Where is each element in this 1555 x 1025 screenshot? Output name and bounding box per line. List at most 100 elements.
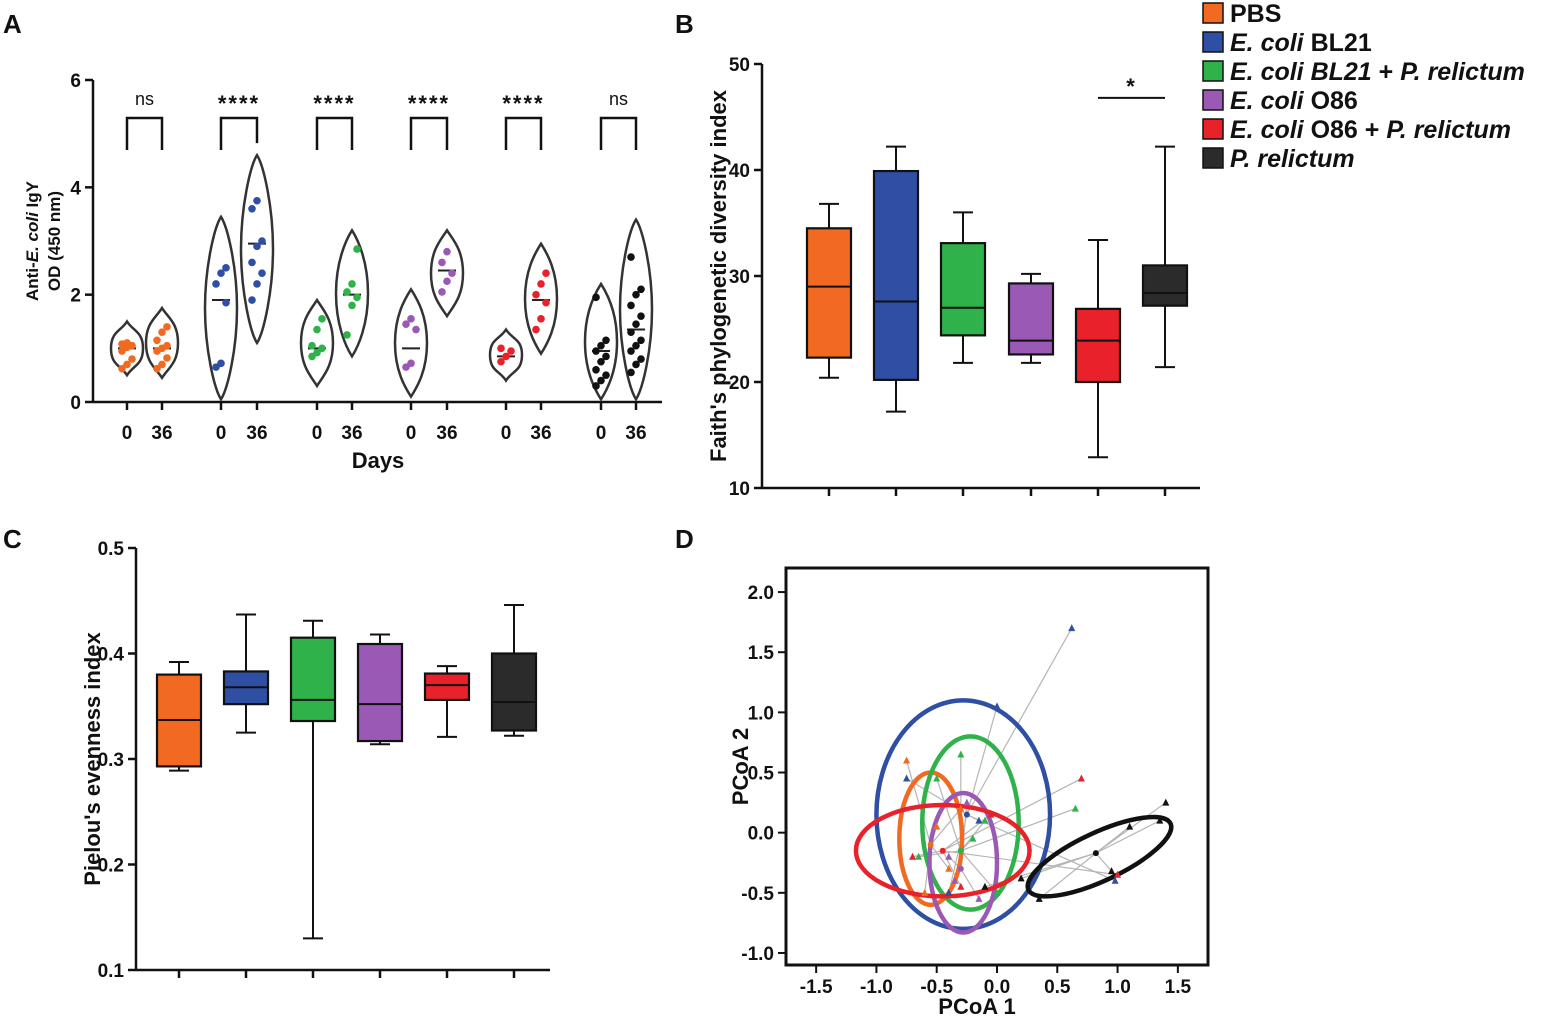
- data-point: [592, 347, 600, 355]
- box-1: [872, 169, 920, 381]
- y-tick-label: 2: [70, 286, 81, 307]
- y-tick-label: 0.4: [98, 645, 125, 666]
- data-point: [497, 357, 505, 366]
- legend-label-part: O86: [1304, 87, 1358, 115]
- x-tick-label: 0: [216, 423, 227, 444]
- box-0: [805, 227, 853, 359]
- centroid-point: [957, 865, 964, 872]
- x-tick-label: 36: [151, 423, 172, 444]
- y-tick-label: 30: [729, 267, 750, 288]
- data-point: [353, 245, 361, 253]
- panel-b-box-chart: 10 20 30 40 50 Faith's phylogenetic diversity…: [706, 55, 1200, 500]
- significance-label: ****: [218, 91, 260, 116]
- y-tick-label: 10: [729, 479, 750, 500]
- sample-point: [1156, 816, 1164, 824]
- data-point: [318, 315, 326, 323]
- data-point: [497, 344, 505, 353]
- panel-letter-d: D: [675, 524, 694, 554]
- centroid-point: [939, 847, 946, 854]
- sample-point: [933, 822, 941, 830]
- sample-point: [903, 774, 911, 782]
- sample-point: [975, 816, 983, 824]
- legend-swatch-ecoli-bl21: [1202, 31, 1224, 53]
- box-3: [1007, 282, 1055, 356]
- data-point: [637, 312, 645, 320]
- data-point: [537, 280, 545, 288]
- box-3: [356, 642, 404, 743]
- data-point: [532, 290, 540, 299]
- confidence-ellipse-2: [919, 734, 1021, 912]
- data-point: [448, 269, 456, 278]
- y-tick-label: 0.0: [748, 824, 774, 845]
- data-point: [627, 328, 635, 337]
- violin-1-day0: [203, 214, 239, 402]
- data-point: [407, 315, 415, 323]
- sample-point: [1114, 870, 1122, 878]
- data-point: [222, 298, 230, 307]
- data-point: [153, 336, 161, 345]
- data-point: [602, 336, 610, 345]
- data-point: [542, 298, 550, 307]
- legend-label-part: E. coli: [1230, 116, 1305, 144]
- sample-point: [921, 888, 929, 896]
- sample-point: [1108, 867, 1116, 875]
- legend-swatch-ecoli-o86-prelictum: [1202, 118, 1224, 140]
- y-tick-label: 1.0: [748, 703, 774, 724]
- data-point: [438, 288, 446, 296]
- spoke-line: [960, 850, 998, 894]
- data-point: [502, 352, 510, 361]
- legend-label-part: P. relictum: [1386, 116, 1511, 144]
- spoke-line: [942, 814, 992, 852]
- sample-point: [963, 798, 971, 806]
- data-point: [412, 325, 420, 334]
- data-point: [537, 315, 545, 323]
- legend-label-part: P. relictum: [1400, 58, 1525, 86]
- centroid-point: [1092, 850, 1099, 857]
- x-tick-label: 36: [436, 423, 457, 444]
- data-point: [443, 277, 451, 286]
- y-axis-label: Pielou's evenness index: [80, 632, 105, 886]
- box-4: [1074, 307, 1122, 384]
- x-tick-label: 0: [406, 423, 417, 444]
- y-tick-label: 40: [729, 161, 750, 182]
- data-point: [592, 366, 600, 374]
- legend-label-part: O86 +: [1304, 116, 1387, 144]
- data-point: [632, 320, 640, 328]
- data-point: [158, 328, 166, 337]
- spoke-line: [1095, 820, 1161, 854]
- violin-2-day36: [334, 227, 370, 359]
- sample-point: [1068, 624, 1076, 632]
- y-tick-label: 4: [70, 178, 81, 199]
- data-point: [632, 360, 640, 369]
- centroid-point: [963, 811, 970, 818]
- data-point: [597, 341, 605, 350]
- sample-point: [951, 876, 959, 884]
- panel-letter-b: B: [675, 9, 694, 39]
- confidence-ellipse-1: [874, 698, 1053, 932]
- data-point: [637, 355, 645, 363]
- y-tick-label: 0.3: [98, 750, 124, 771]
- significance-label: ****: [313, 91, 355, 116]
- legend-label-part: E. coli: [1230, 87, 1305, 115]
- x-tick-label: 1.5: [1165, 977, 1192, 998]
- data-point: [163, 323, 171, 331]
- significance-label: ns: [609, 89, 628, 109]
- data-point: [348, 301, 356, 310]
- data-point: [597, 357, 605, 366]
- significance-bracket: [219, 116, 259, 150]
- data-point: [123, 339, 131, 347]
- sample-point: [1162, 798, 1170, 806]
- data-point: [627, 301, 635, 310]
- legend-label-ecoli-o86: E. coli O86: [1230, 87, 1358, 115]
- y-tick-label: 0.1: [98, 961, 125, 982]
- data-point: [118, 364, 126, 373]
- y-axis-label-italic: E. coli: [23, 211, 42, 262]
- sample-point: [993, 888, 1001, 896]
- spoke-line: [930, 808, 962, 846]
- violin-3-day36: [429, 227, 465, 319]
- data-point: [253, 280, 261, 288]
- data-point: [128, 355, 136, 363]
- x-tick-label: 36: [530, 423, 551, 444]
- spoke-line: [930, 844, 950, 870]
- data-point: [258, 237, 266, 245]
